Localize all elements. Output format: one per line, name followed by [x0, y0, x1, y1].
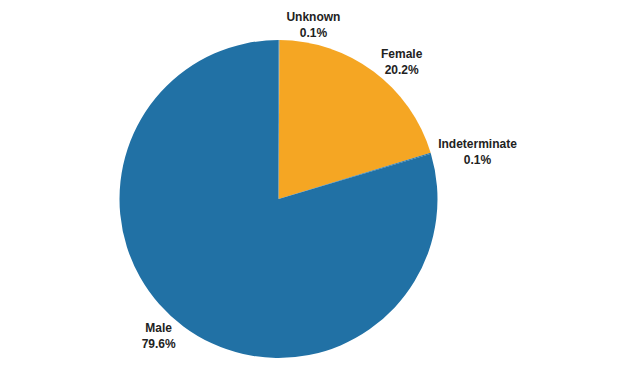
svg-text:Male79.6%: Male79.6% — [142, 321, 176, 351]
svg-text:Female20.2%: Female20.2% — [381, 47, 423, 77]
svg-text:Indeterminate0.1%: Indeterminate0.1% — [438, 137, 517, 167]
svg-text:Unknown0.1%: Unknown0.1% — [286, 10, 340, 40]
